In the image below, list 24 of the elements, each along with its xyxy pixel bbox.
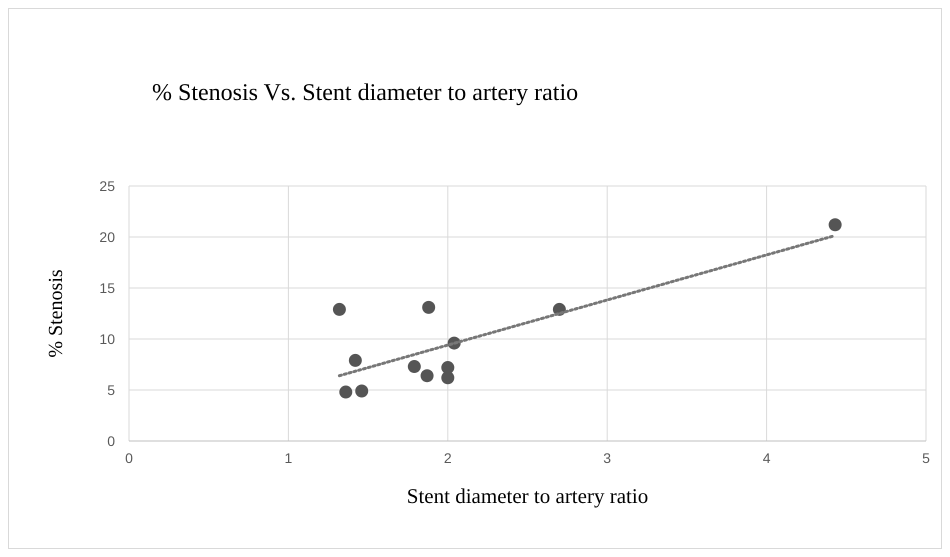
y-tick-label: 10 [99, 330, 116, 347]
y-tick-label: 20 [99, 228, 116, 245]
x-tick-label: 4 [762, 450, 771, 466]
y-tick-label: 15 [99, 280, 116, 296]
point [828, 218, 842, 232]
point [408, 360, 421, 374]
y-tick-label: 5 [107, 382, 116, 398]
point [420, 369, 434, 382]
chart-title: % Stenosis Vs. Stent diameter to artery ratio [152, 80, 578, 106]
point [355, 384, 368, 398]
x-tick-label: 2 [444, 450, 452, 466]
point [339, 386, 352, 399]
y-axis-title: % Stenosis [45, 269, 67, 358]
point [332, 302, 346, 316]
x-tick-label: 0 [125, 450, 134, 466]
y-tick-label: 25 [99, 178, 116, 194]
x-axis-title: Stent diameter to artery ratio [406, 484, 648, 508]
point [441, 371, 454, 384]
x-tick-label: 1 [284, 450, 292, 466]
x-tick-label: 3 [603, 450, 612, 466]
point [422, 300, 436, 314]
x-tick-label: 5 [922, 450, 930, 466]
point [348, 354, 362, 367]
y-tick-label: 0 [107, 432, 116, 449]
